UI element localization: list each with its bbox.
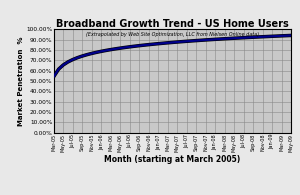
X-axis label: Month (starting at March 2005): Month (starting at March 2005)	[104, 155, 241, 164]
Text: (Extrapolated by Web Site Optimization, LLC from Nielsen Online data): (Extrapolated by Web Site Optimization, …	[86, 32, 259, 37]
Y-axis label: Market Penetration  %: Market Penetration %	[18, 36, 24, 126]
Title: Broadband Growth Trend - US Home Users: Broadband Growth Trend - US Home Users	[56, 19, 289, 29]
